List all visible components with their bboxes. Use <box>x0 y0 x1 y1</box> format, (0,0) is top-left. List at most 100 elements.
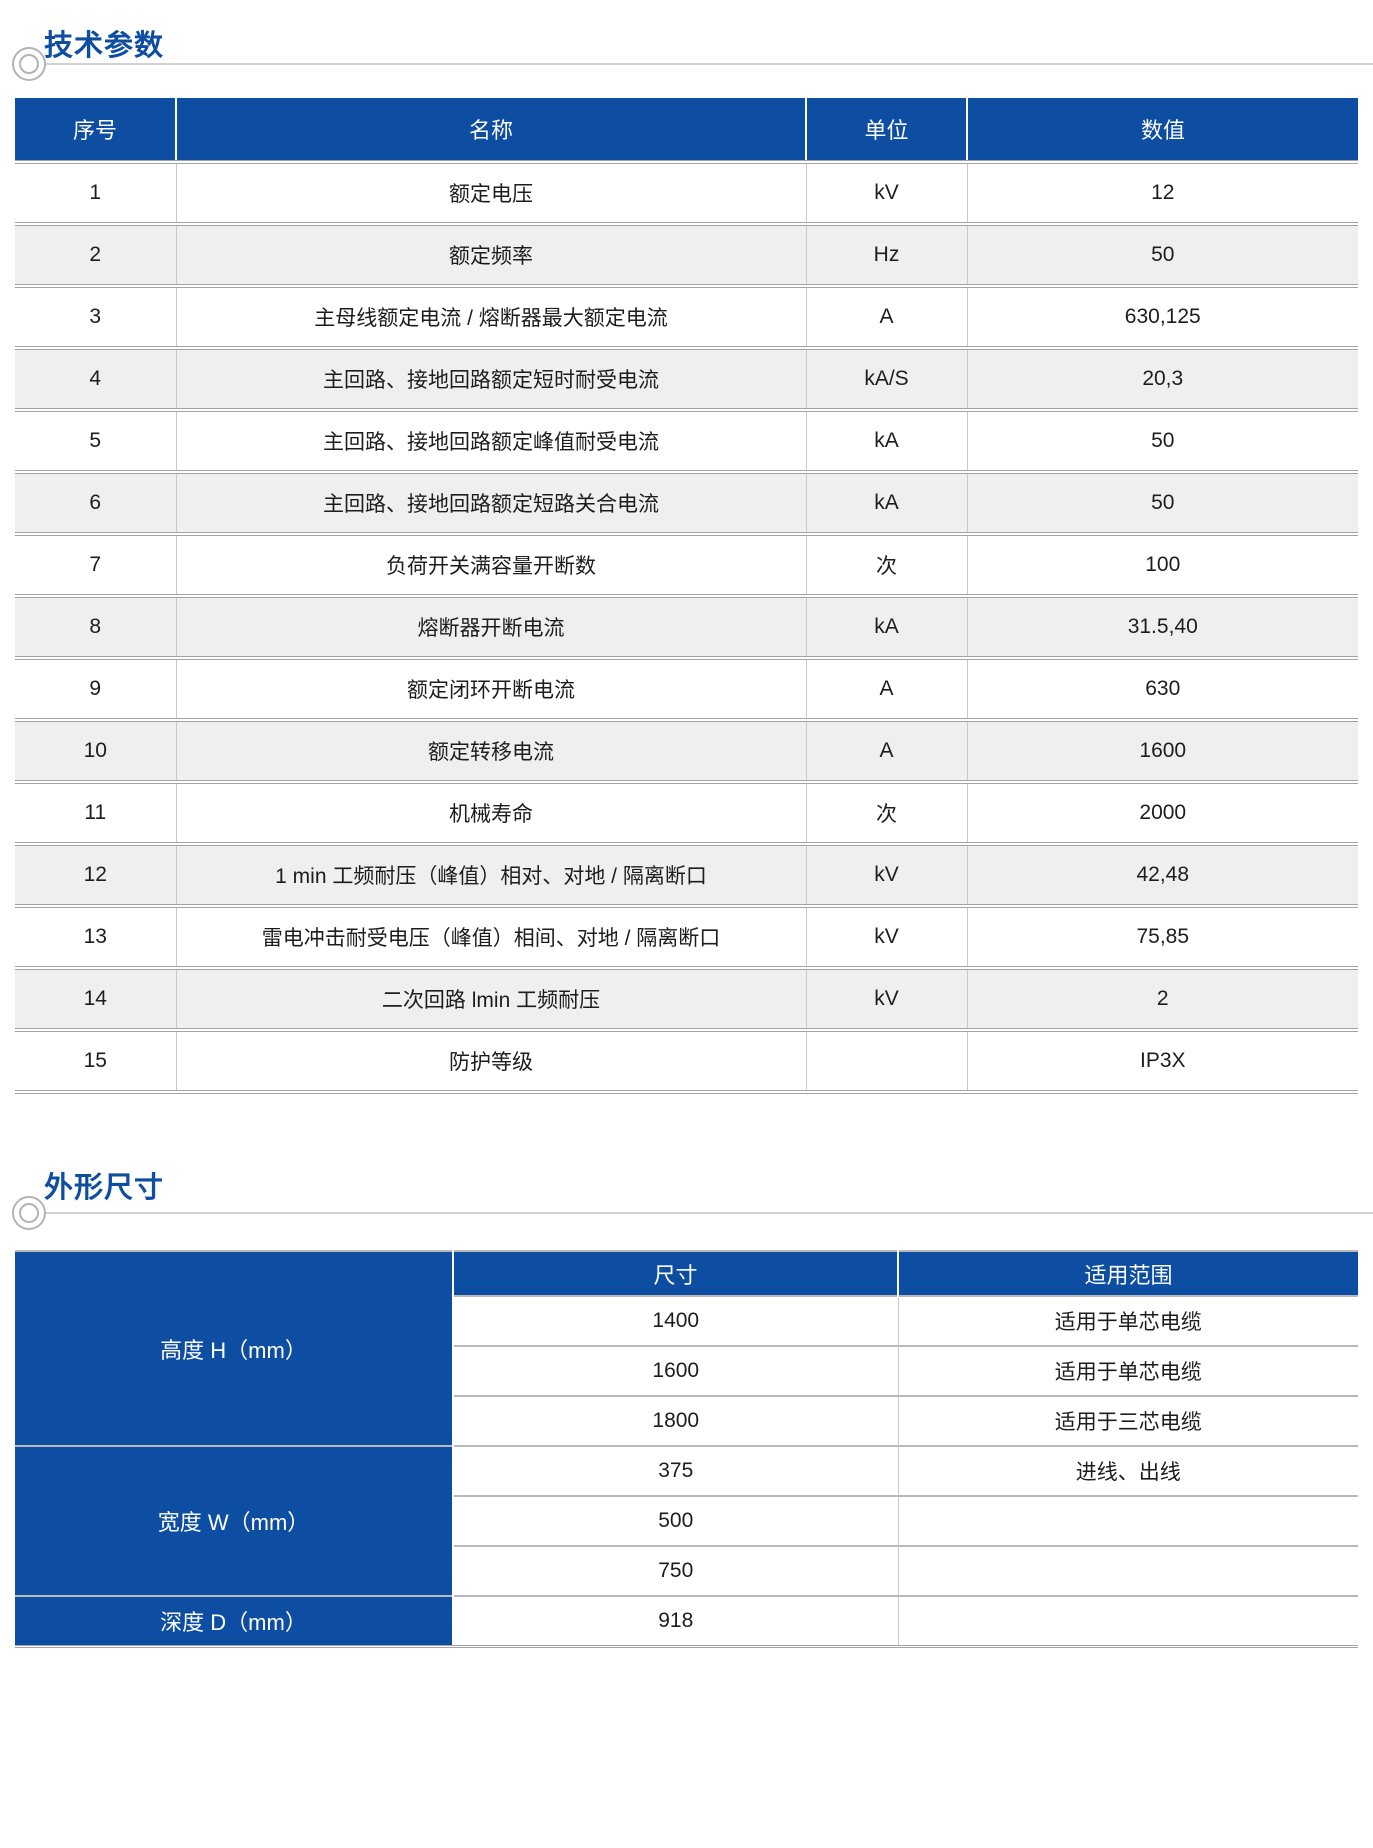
tech-col-header-2: 单位 <box>805 98 967 163</box>
table-row: 13 雷电冲击耐受电压（峰值）相间、对地 / 隔离断口 kV 75,85 <box>15 906 1358 968</box>
cell-range: 适用于三芯电缆 <box>897 1396 1358 1446</box>
cell-unit: kA <box>805 472 967 534</box>
cell-unit <box>805 1030 967 1092</box>
cell-size: 1800 <box>453 1396 898 1446</box>
cell-size: 1600 <box>453 1346 898 1396</box>
cell-index: 13 <box>83 925 107 948</box>
divider-line <box>46 63 1373 65</box>
cell-value: 100 <box>966 534 1358 596</box>
table-row: 750 <box>15 1546 1358 1596</box>
dim-group-label: 宽度 W（mm） <box>15 1446 454 1596</box>
cell-unit: kV <box>805 906 967 968</box>
section-divider <box>12 46 1373 82</box>
ring-icon <box>12 47 46 81</box>
table-row: 深度 D（mm） 918 <box>15 1596 1358 1646</box>
dim-header-row: 高度 H（mm） 尺寸 适用范围 <box>15 1251 1358 1446</box>
cell-range <box>897 1496 1358 1546</box>
table-row: 3 主母线额定电流 / 熔断器最大额定电流 A 630,125 <box>15 286 1358 348</box>
cell-value: 630,125 <box>966 286 1358 348</box>
dimensions-table-wrap: 高度 H（mm） 尺寸 适用范围 1400 适用于单芯电缆 1600 适用于单芯电缆 1800… <box>15 1250 1358 1648</box>
tech-col-header-1: 名称 <box>175 98 806 163</box>
cell-unit: kV <box>805 162 967 224</box>
tech-params-table: 序号 名称 单位 数值 1 额定电压 kV 12 2 额定频率 Hz 50 3 主母线额定电流 / 熔断… <box>15 98 1358 1094</box>
cell-value: 42,48 <box>966 844 1358 906</box>
cell-size: 500 <box>453 1496 898 1546</box>
ring-icon-inner <box>19 54 39 74</box>
cell-unit: kA/S <box>805 348 967 410</box>
table-row: 1 额定电压 kV 12 <box>15 162 1358 224</box>
cell-value: 1600 <box>966 720 1358 782</box>
dim-group-label: 高度 H（mm） <box>15 1251 454 1446</box>
cell-range: 进线、出线 <box>897 1446 1358 1496</box>
cell-value: 50 <box>966 224 1358 286</box>
table-row: 14 二次回路 lmin 工频耐压 kV 2 <box>15 968 1358 1030</box>
cell-value: 31.5,40 <box>966 596 1358 658</box>
cell-value: 630 <box>966 658 1358 720</box>
cell-unit: A <box>805 720 967 782</box>
cell-size: 918 <box>453 1596 898 1646</box>
cell-size: 750 <box>453 1546 898 1596</box>
table-row: 1800 适用于三芯电缆 <box>15 1396 1358 1446</box>
cell-name: 额定转移电流 <box>175 720 806 782</box>
cell-index: 12 <box>83 863 107 886</box>
tech-col-header-3: 数值 <box>966 98 1358 163</box>
cell-index: 3 <box>89 305 102 328</box>
table-row: 5 主回路、接地回路额定峰值耐受电流 kA 50 <box>15 410 1358 472</box>
tech-col-header-0: 序号 <box>15 98 176 163</box>
dim-group-label: 深度 D（mm） <box>15 1596 454 1646</box>
cell-index: 8 <box>89 615 102 638</box>
cell-name: 防护等级 <box>175 1030 806 1092</box>
table-row: 1600 适用于单芯电缆 <box>15 1346 1358 1396</box>
dim-table-body: 高度 H（mm） 尺寸 适用范围 1400 适用于单芯电缆 1600 适用于单芯电缆 1800… <box>15 1251 1358 1646</box>
cell-name: 额定电压 <box>175 162 806 224</box>
table-row: 7 负荷开关满容量开断数次 100 <box>15 534 1358 596</box>
cell-name: 主回路、接地回路额定短时耐受电流 <box>175 348 806 410</box>
cell-index: 10 <box>83 739 107 762</box>
section-divider <box>12 1195 1373 1231</box>
cell-unit: kA <box>805 596 967 658</box>
divider-line <box>46 1212 1373 1214</box>
cell-index: 4 <box>89 367 102 390</box>
cell-name: 1 min 工频耐压（峰值）相对、对地 / 隔离断口 <box>175 844 806 906</box>
cell-unit: A <box>805 286 967 348</box>
ring-icon <box>12 1196 46 1230</box>
dim-col-header-1: 适用范围 <box>897 1251 1358 1296</box>
cell-unit: kV <box>805 968 967 1030</box>
cell-unit: kA <box>805 410 967 472</box>
cell-name: 二次回路 lmin 工频耐压 <box>175 968 806 1030</box>
cell-value: 2 <box>966 968 1358 1030</box>
cell-unit: Hz <box>805 224 967 286</box>
cell-value: 2000 <box>966 782 1358 844</box>
cell-index: 2 <box>89 243 102 266</box>
cell-name: 主回路、接地回路额定峰值耐受电流 <box>175 410 806 472</box>
cell-name: 熔断器开断电流 <box>175 596 806 658</box>
cell-index: 11 <box>84 801 107 824</box>
table-row: 500 <box>15 1496 1358 1546</box>
table-row: 12 1 min 工频耐压（峰值）相对、对地 / 隔离断口 kV 42,48 <box>15 844 1358 906</box>
table-row: 8 熔断器开断电流 kA 31.5,40 <box>15 596 1358 658</box>
table-row: 10 额定转移电流 A 1600 <box>15 720 1358 782</box>
cell-value: 50 <box>966 410 1358 472</box>
cell-index: 6 <box>89 491 102 514</box>
cell-index: 14 <box>83 987 107 1010</box>
cell-size: 375 <box>453 1446 898 1496</box>
cell-index: 1 <box>89 181 102 204</box>
table-row: 宽度 W（mm） 375 进线、出线 <box>15 1446 1358 1596</box>
cell-value: 75,85 <box>966 906 1358 968</box>
cell-range <box>897 1596 1358 1646</box>
cell-name: 主回路、接地回路额定短路关合电流 <box>175 472 806 534</box>
cell-name: 机械寿命 <box>175 782 806 844</box>
ring-icon-inner <box>19 1203 39 1223</box>
table-row: 6 主回路、接地回路额定短路关合电流 kA 50 <box>15 472 1358 534</box>
cell-unit: kV <box>805 844 967 906</box>
table-row: 4 主回路、接地回路额定短时耐受电流 kA/S 20,3 <box>15 348 1358 410</box>
tech-table-head: 序号 名称 单位 数值 <box>15 98 1358 163</box>
cell-index: 7 <box>89 553 102 576</box>
cell-value: 12 <box>966 162 1358 224</box>
table-row: 9 额定闭环开断电流 A 630 <box>15 658 1358 720</box>
cell-unit: 次 <box>805 782 967 844</box>
cell-unit: A <box>805 658 967 720</box>
tech-header-row: 序号 名称 单位 数值 <box>15 98 1358 163</box>
cell-index: 15 <box>83 1049 107 1072</box>
